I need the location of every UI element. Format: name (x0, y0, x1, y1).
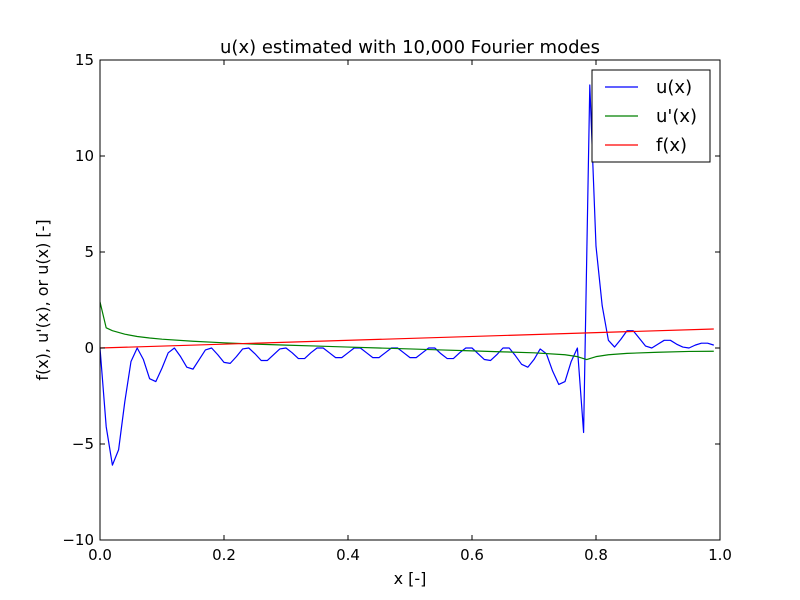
series-layer (100, 84, 714, 466)
y-tick-label: 0 (84, 339, 94, 357)
ticks-layer: 0.0 0.2 0.4 0.6 0.8 1.0 −10 −5 0 5 10 15 (62, 51, 732, 564)
y-tick-label: 10 (75, 147, 94, 165)
x-tick-label: 0.0 (88, 546, 112, 564)
y-tick-label: −10 (62, 531, 94, 549)
series-line-1 (100, 301, 714, 361)
x-tick-label: 0.4 (336, 546, 360, 564)
y-tick-label: 15 (75, 51, 94, 69)
chart-title: u(x) estimated with 10,000 Fourier modes (220, 37, 600, 58)
legend-label-1: u'(x) (656, 106, 697, 127)
legend-label-2: f(x) (656, 135, 687, 156)
y-axis-label: f(x), u'(x), or u(x) [-] (33, 219, 52, 380)
x-axis-label: x [-] (394, 569, 427, 588)
x-tick-label: 0.6 (460, 546, 484, 564)
legend: u(x) u'(x) f(x) (591, 69, 711, 163)
series-line-0 (100, 84, 714, 466)
y-tick-label: 5 (84, 243, 94, 261)
x-tick-label: 1.0 (708, 546, 732, 564)
legend-label-0: u(x) (656, 77, 692, 98)
plot-area-frame (99, 59, 721, 541)
series-line-2 (100, 328, 714, 349)
x-tick-label: 0.8 (584, 546, 608, 564)
y-tick-label: −5 (72, 435, 94, 453)
x-tick-label: 0.2 (212, 546, 236, 564)
